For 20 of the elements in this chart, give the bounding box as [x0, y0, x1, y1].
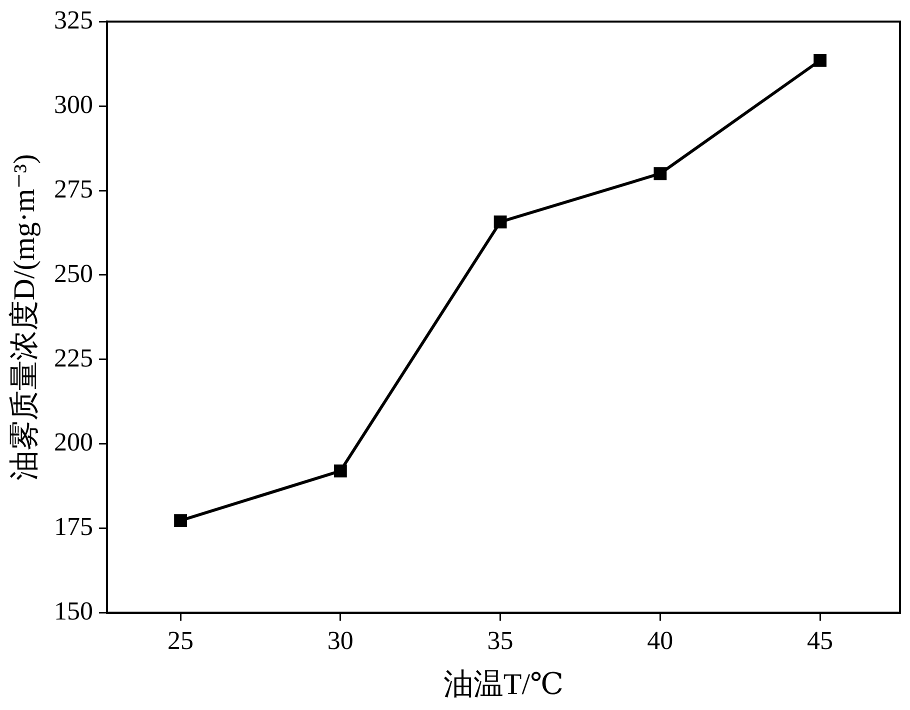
point	[814, 54, 827, 67]
x-tick-label: 30	[327, 626, 354, 656]
point	[334, 464, 347, 478]
y-tick-label: 325	[54, 5, 93, 34]
y-tick-label: 225	[54, 343, 93, 372]
y-axis-title: 油雾质量浓度D/(mg·m⁻³)	[8, 154, 41, 480]
x-tick-label: 45	[807, 626, 834, 656]
y-tick-label: 275	[54, 174, 93, 204]
y-tick-label: 200	[54, 428, 93, 457]
point	[654, 167, 667, 180]
y-tick-label: 300	[54, 90, 93, 119]
x-tick-label: 25	[168, 626, 194, 656]
y-tick-label: 250	[54, 258, 93, 288]
x-axis-title: 油温T/℃	[443, 668, 564, 701]
y-tick-label: 150	[54, 596, 93, 626]
point	[494, 215, 507, 228]
x-tick-label: 35	[487, 626, 514, 656]
y-tick-label: 175	[54, 512, 93, 542]
point	[174, 514, 187, 528]
x-tick-label: 40	[647, 626, 674, 656]
